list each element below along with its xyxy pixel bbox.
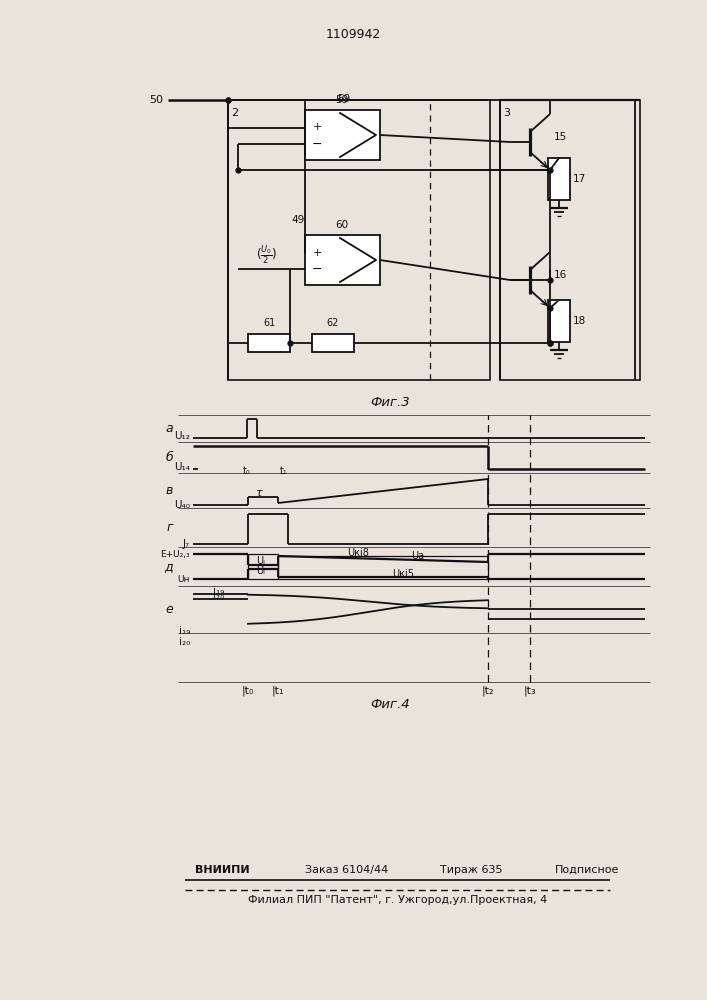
- Text: Подписное: Подписное: [555, 865, 619, 875]
- Text: −: −: [312, 262, 322, 275]
- Text: Заказ 6104/44: Заказ 6104/44: [305, 865, 388, 875]
- Bar: [305, 110, 380, 160]
- Text: д: д: [164, 560, 173, 573]
- Text: 17: 17: [573, 174, 586, 184]
- Text: 59: 59: [337, 94, 351, 104]
- Text: е: е: [165, 603, 173, 616]
- Bar: [248, 554, 278, 579]
- Text: Uкi8: Uкi8: [347, 548, 369, 558]
- Bar: [248, 334, 290, 352]
- Text: i₁₉: i₁₉: [179, 626, 190, 636]
- Text: t₁: t₁: [280, 466, 288, 476]
- Text: +: +: [312, 122, 322, 132]
- Bar: [228, 100, 490, 380]
- Bar: [305, 235, 380, 285]
- Text: 15: 15: [554, 132, 567, 142]
- Text: 59: 59: [335, 95, 349, 105]
- Text: |t₂: |t₂: [481, 686, 494, 696]
- Text: |t₁: |t₁: [271, 686, 284, 696]
- Text: Uн: Uн: [177, 574, 190, 584]
- Text: Uа: Uа: [411, 551, 425, 561]
- Text: i₁₉: i₁₉: [213, 586, 224, 596]
- Text: J₇: J₇: [183, 539, 190, 549]
- Text: U₁₂: U₁₂: [174, 431, 190, 441]
- Bar: [278, 556, 488, 579]
- Text: 3: 3: [503, 108, 510, 118]
- Text: t₀: t₀: [243, 466, 251, 476]
- Text: |t₀: |t₀: [242, 686, 255, 696]
- Text: в: в: [165, 484, 173, 497]
- Text: i₂₀: i₂₀: [179, 637, 190, 647]
- Text: τ: τ: [255, 488, 262, 498]
- Text: Фиг.4: Фиг.4: [370, 698, 410, 710]
- Text: 2: 2: [231, 108, 238, 118]
- Text: Фиг.3: Фиг.3: [370, 396, 410, 410]
- Text: U₁₄: U₁₄: [174, 462, 190, 472]
- Text: i₂₀: i₂₀: [213, 591, 224, 601]
- Text: −: −: [312, 137, 322, 150]
- Text: 49: 49: [292, 215, 305, 225]
- Text: 50: 50: [149, 95, 163, 105]
- Text: U₄₀: U₄₀: [174, 500, 190, 510]
- Text: 60: 60: [335, 220, 349, 230]
- Bar: [548, 300, 570, 342]
- Text: $(\frac{U_0}{2})$: $(\frac{U_0}{2})$: [256, 243, 278, 267]
- Text: ВНИИПИ: ВНИИПИ: [195, 865, 250, 875]
- Bar: [312, 334, 354, 352]
- Text: Филиал ПИП "Патент", г. Ужгород,ул.Проектная, 4: Филиал ПИП "Патент", г. Ужгород,ул.Проек…: [248, 895, 548, 905]
- Text: г: г: [166, 521, 173, 534]
- Text: 18: 18: [573, 316, 586, 326]
- Bar: [500, 100, 640, 380]
- Text: Uₗ: Uₗ: [256, 566, 265, 576]
- Text: +: +: [312, 247, 322, 257]
- Text: 62: 62: [327, 318, 339, 328]
- Text: 1109942: 1109942: [325, 28, 380, 41]
- Text: Тираж 635: Тираж 635: [440, 865, 503, 875]
- Text: Uₗ: Uₗ: [256, 556, 265, 566]
- Text: 16: 16: [554, 270, 567, 280]
- Bar: [548, 158, 570, 200]
- Text: Uкi5: Uкi5: [392, 569, 414, 579]
- Text: |t₃: |t₃: [524, 686, 537, 696]
- Text: а: а: [165, 422, 173, 435]
- Text: E+U₂,₃: E+U₂,₃: [160, 550, 190, 558]
- Text: 61: 61: [263, 318, 275, 328]
- Text: б: б: [165, 451, 173, 464]
